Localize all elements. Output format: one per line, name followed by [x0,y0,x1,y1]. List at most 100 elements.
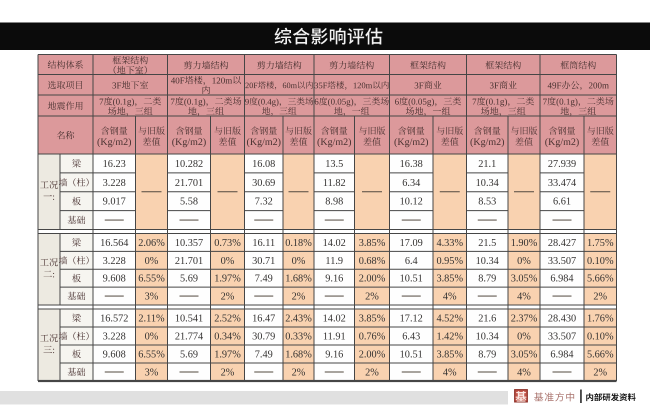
svg-text:2%: 2% [365,292,379,303]
svg-text:21.701: 21.701 [175,178,203,189]
svg-text:3.85%: 3.85% [359,238,386,249]
svg-text:2.00%: 2.00% [359,274,386,285]
svg-text:1.90%: 1.90% [511,238,538,249]
svg-text:3.05%: 3.05% [511,274,538,285]
svg-text:9.608: 9.608 [103,350,126,361]
svg-text:11.82: 11.82 [323,178,346,189]
svg-text:6.61: 6.61 [553,197,571,208]
svg-text:11.9: 11.9 [325,256,343,267]
svg-text:2%: 2% [221,368,235,379]
svg-text:4.33%: 4.33% [436,238,463,249]
svg-text:21.6: 21.6 [478,314,496,325]
svg-text:4%: 4% [517,368,531,379]
svg-text:10.282: 10.282 [175,159,203,170]
svg-text:10.51: 10.51 [400,350,423,361]
svg-text:30.79: 30.79 [252,332,275,343]
svg-text:16.08: 16.08 [252,159,275,170]
svg-text:0.10%: 0.10% [587,332,614,343]
svg-text:0.76%: 0.76% [359,332,386,343]
svg-text:5.66%: 5.66% [587,274,614,285]
svg-text:0%: 0% [145,256,159,267]
svg-text:2.11%: 2.11% [138,314,165,325]
svg-text:8.53: 8.53 [478,197,496,208]
svg-text:4%: 4% [443,292,457,303]
svg-text:7.49: 7.49 [255,274,273,285]
svg-text:10.34: 10.34 [476,178,499,189]
svg-text:9.16: 9.16 [325,274,343,285]
svg-text:4%: 4% [517,292,531,303]
svg-text:11.91: 11.91 [323,332,346,343]
svg-text:6.55%: 6.55% [138,274,165,285]
svg-text:3.228: 3.228 [103,256,126,267]
svg-text:33.474: 33.474 [548,178,576,189]
svg-text:6.984: 6.984 [550,350,573,361]
svg-text:0%: 0% [221,256,235,267]
svg-text:14.02: 14.02 [323,314,346,325]
svg-text:2%: 2% [221,292,235,303]
svg-text:9.608: 9.608 [103,274,126,285]
svg-text:16.47: 16.47 [252,314,275,325]
svg-text:6.55%: 6.55% [138,350,165,361]
svg-text:2.06%: 2.06% [138,238,165,249]
svg-text:3.228: 3.228 [103,332,126,343]
svg-text:7.49: 7.49 [255,350,273,361]
svg-text:0.10%: 0.10% [587,256,614,267]
svg-text:3.85%: 3.85% [436,350,463,361]
svg-text:3%: 3% [145,292,159,303]
svg-text:0.33%: 0.33% [285,332,312,343]
svg-text:21.701: 21.701 [175,256,203,267]
svg-text:8.79: 8.79 [478,274,496,285]
svg-text:2.00%: 2.00% [359,350,386,361]
svg-text:1.68%: 1.68% [285,350,312,361]
svg-text:3.05%: 3.05% [511,350,538,361]
svg-text:21.774: 21.774 [175,332,203,343]
svg-text:0%: 0% [145,332,159,343]
svg-text:1.97%: 1.97% [214,274,241,285]
svg-text:0.73%: 0.73% [214,238,241,249]
svg-text:1.97%: 1.97% [214,350,241,361]
svg-text:10.541: 10.541 [175,314,203,325]
svg-text:2.37%: 2.37% [511,314,538,325]
svg-text:21.5: 21.5 [478,238,496,249]
svg-text:3.85%: 3.85% [436,274,463,285]
svg-text:3.85%: 3.85% [359,314,386,325]
svg-text:1.42%: 1.42% [436,332,463,343]
svg-text:16.23: 16.23 [103,159,126,170]
svg-text:10.357: 10.357 [175,238,203,249]
svg-text:21.1: 21.1 [478,159,496,170]
svg-text:27.939: 27.939 [548,159,576,170]
svg-text:6.984: 6.984 [550,274,573,285]
svg-text:28.430: 28.430 [548,314,576,325]
svg-text:0.95%: 0.95% [436,256,463,267]
svg-text:2%: 2% [292,368,306,379]
svg-text:13.5: 13.5 [325,159,343,170]
svg-text:0.34%: 0.34% [214,332,241,343]
svg-text:6.43: 6.43 [402,332,420,343]
svg-text:30.71: 30.71 [252,256,275,267]
svg-text:16.11: 16.11 [252,238,275,249]
svg-text:2.43%: 2.43% [285,314,312,325]
svg-text:10.51: 10.51 [400,274,423,285]
svg-text:16.38: 16.38 [400,159,423,170]
svg-text:9.16: 9.16 [325,350,343,361]
svg-text:1.76%: 1.76% [587,314,614,325]
svg-text:6.4: 6.4 [405,256,418,267]
svg-text:1.68%: 1.68% [285,274,312,285]
svg-text:30.69: 30.69 [252,178,275,189]
svg-text:9.017: 9.017 [103,197,126,208]
svg-text:0%: 0% [517,332,531,343]
svg-text:8.98: 8.98 [325,197,343,208]
svg-text:5.69: 5.69 [180,274,198,285]
svg-text:17.12: 17.12 [400,314,423,325]
svg-text:5.66%: 5.66% [587,350,614,361]
svg-text:0.18%: 0.18% [285,238,312,249]
svg-text:0.68%: 0.68% [359,256,386,267]
svg-text:2%: 2% [292,292,306,303]
svg-text:5.58: 5.58 [180,197,198,208]
svg-text:6.34: 6.34 [402,178,420,189]
svg-text:33.507: 33.507 [548,332,576,343]
svg-text:3%: 3% [145,368,159,379]
svg-text:8.79: 8.79 [478,350,496,361]
svg-text:1.75%: 1.75% [587,238,614,249]
svg-text:10.34: 10.34 [476,332,499,343]
